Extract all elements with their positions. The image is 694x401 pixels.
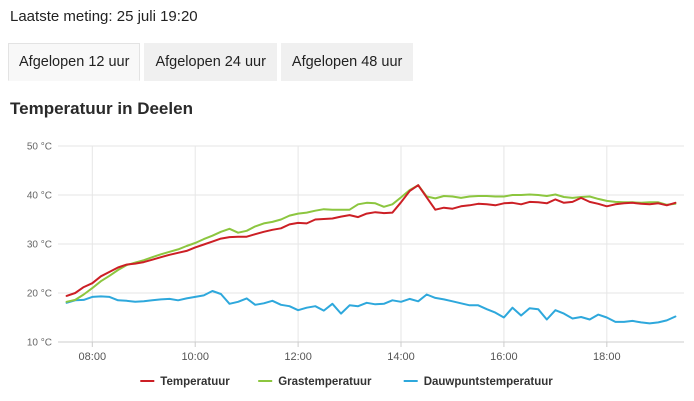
y-tick-label: 30 °C [27,240,52,251]
temperature-chart: 10 °C 20 °C 30 °C 40 °C 50 °C 08:00 10:00 12:00… [27,142,684,388]
tab-24-hours[interactable]: Afgelopen 24 uur [144,43,277,81]
tab-48-hours[interactable]: Afgelopen 48 uur [280,43,414,81]
legend-item-label[interactable]: Temperatuur [160,376,230,388]
last-measurement-text: Laatste meting: 25 juli 19:20 [10,8,198,25]
series-line-grastemperatuur [65,184,677,303]
series-line-temperatuur [65,184,677,297]
legend-item-label[interactable]: Grastemperatuur [278,376,372,388]
legend-item-label[interactable]: Dauwpuntstemperatuur [424,376,554,388]
series-line-dauwpuntstemperatuur [65,290,677,325]
x-tick-label: 12:00 [284,351,312,363]
tab-12-hours[interactable]: Afgelopen 12 uur [8,43,141,81]
x-tick-label: 08:00 [79,351,107,363]
x-tick-label: 14:00 [387,351,415,363]
y-tick-label: 50 °C [27,142,52,153]
y-tick-label: 40 °C [27,191,52,202]
period-tabs: Afgelopen 12 uur Afgelopen 24 uur Afgelo… [8,43,414,81]
x-tick-label: 16:00 [490,351,518,363]
y-tick-label: 20 °C [27,289,52,300]
x-tick-label: 10:00 [181,351,209,363]
chart-title: Temperatuur in Deelen [10,99,193,118]
y-tick-label: 10 °C [27,338,52,349]
x-tick-label: 18:00 [593,351,621,363]
